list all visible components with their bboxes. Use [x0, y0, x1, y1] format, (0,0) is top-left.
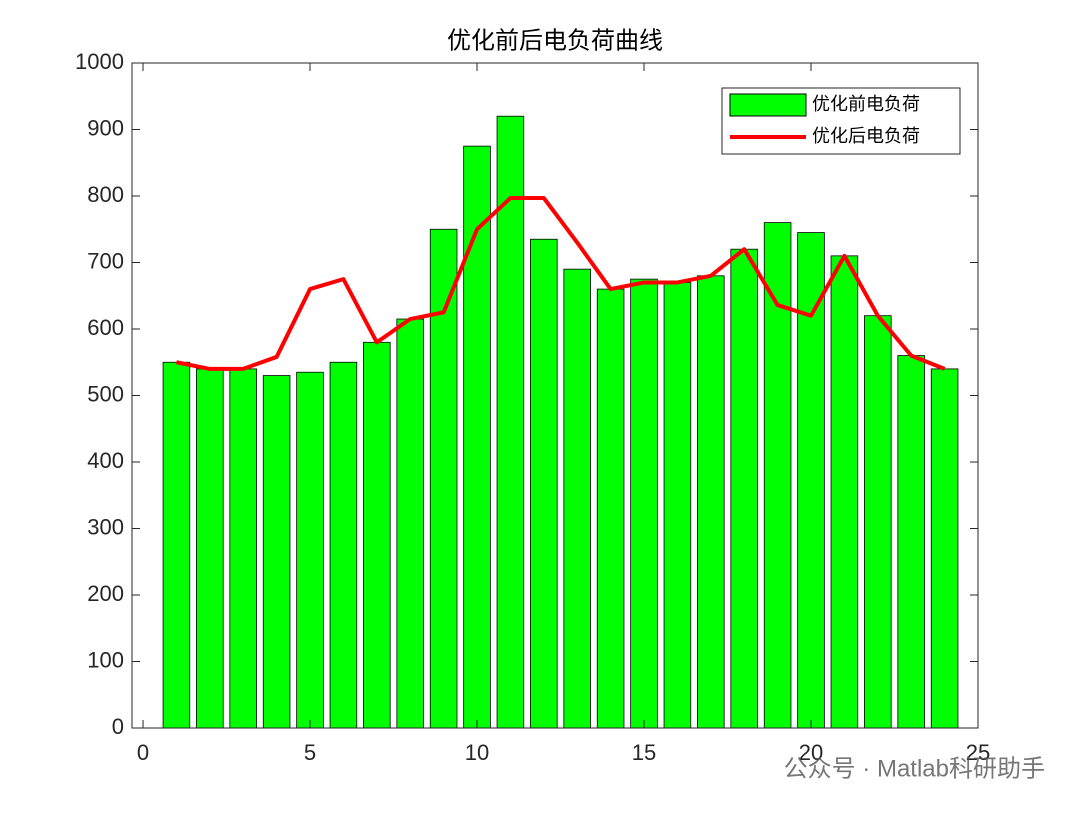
bar [763, 222, 792, 729]
bar [396, 318, 424, 729]
bar [797, 232, 825, 729]
bar [196, 368, 224, 729]
bar [329, 361, 358, 729]
y-tick-label: 1000 [75, 49, 124, 74]
x-tick-label: 5 [304, 740, 316, 765]
bar [363, 341, 391, 729]
y-tick-label: 500 [87, 381, 124, 406]
bar [930, 368, 959, 729]
bar [262, 375, 291, 729]
bar [663, 282, 692, 729]
bar [496, 115, 525, 729]
y-tick-label: 200 [87, 581, 124, 606]
legend-label: 优化前电负荷 [812, 94, 920, 114]
y-tick-label: 900 [87, 115, 124, 140]
chart-title: 优化前后电负荷曲线 [447, 27, 663, 54]
bar [897, 355, 925, 729]
bar [296, 371, 324, 729]
bar [630, 278, 658, 729]
x-tick-label: 0 [137, 740, 149, 765]
bar [730, 248, 758, 729]
x-tick-label: 10 [465, 740, 489, 765]
x-tick-label: 15 [632, 740, 656, 765]
y-tick-label: 0 [112, 714, 124, 739]
watermark: 公众号 · Matlab科研助手 [784, 755, 1045, 782]
x-tick-label: 20 [799, 740, 823, 765]
y-tick-label: 600 [87, 315, 124, 340]
line [176, 195, 946, 371]
bar [229, 368, 257, 729]
y-tick-label: 800 [87, 182, 124, 207]
legend-swatch [729, 93, 807, 117]
bar [463, 145, 491, 729]
bar [864, 315, 892, 729]
y-tick-label: 700 [87, 248, 124, 273]
bar [596, 288, 625, 729]
y-tick-label: 300 [87, 514, 124, 539]
legend-label: 优化后电负荷 [812, 126, 920, 146]
y-tick-label: 100 [87, 647, 124, 672]
bar [162, 361, 191, 729]
bar [530, 238, 558, 729]
y-tick-label: 400 [87, 448, 124, 473]
bar [429, 228, 458, 729]
x-tick-label: 25 [966, 740, 990, 765]
bar [563, 268, 591, 729]
bar [830, 255, 859, 729]
bar [697, 275, 725, 729]
